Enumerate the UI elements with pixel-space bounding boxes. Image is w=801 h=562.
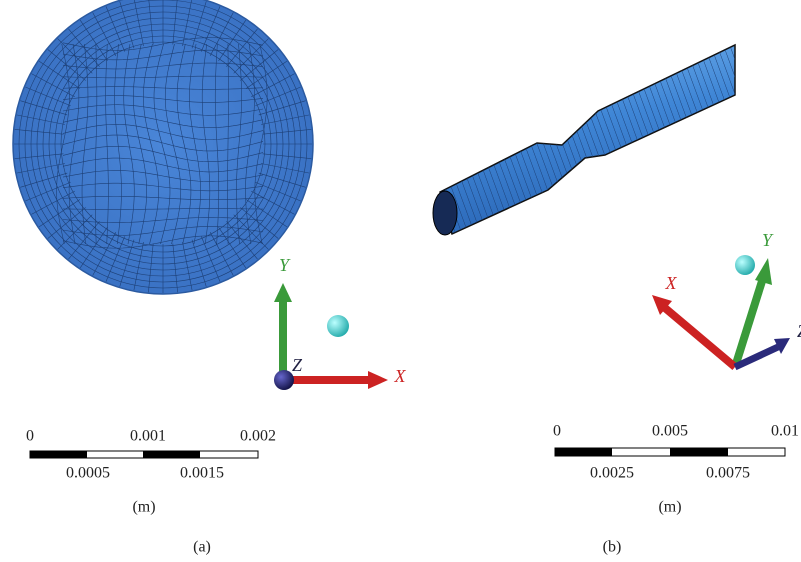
scale-label: 0.002 (240, 428, 276, 445)
caption: (b) (603, 539, 622, 556)
y-arrow-head (755, 258, 772, 285)
caption: (a) (193, 539, 211, 556)
scale-label: 0.0015 (180, 465, 224, 482)
y-arrow-head (274, 283, 292, 302)
scale-bar-b: 0 0.005 0.01 0.0025 0.0075 (m) (553, 423, 799, 516)
view-sphere (327, 315, 349, 337)
pipe-mesh (440, 45, 735, 234)
scale-segment (143, 451, 200, 458)
unit-label: (m) (132, 499, 155, 516)
y-label: Y (762, 230, 774, 250)
scale-segment (30, 451, 87, 458)
view-sphere (735, 255, 755, 275)
triad-a: Y X Z (274, 255, 407, 390)
y-label: Y (279, 255, 291, 275)
scale-label: 0.0075 (706, 465, 750, 482)
scale-segment (555, 448, 612, 456)
scale-label: 0.0005 (66, 465, 110, 482)
unit-label: (m) (658, 499, 681, 516)
x-arrow (665, 308, 735, 367)
z-label: Z (292, 355, 303, 375)
scale-label: 0 (553, 423, 561, 440)
scale-bar-a: 0 0.001 0.002 0.0005 0.0015 (m) (26, 428, 276, 516)
x-label: X (394, 366, 407, 386)
scale-label: 0.001 (130, 428, 166, 445)
scale-label: 0.005 (652, 423, 688, 440)
x-arrow-head (368, 371, 388, 389)
triad-b: Y X Z (652, 230, 801, 367)
scale-label: 0 (26, 428, 34, 445)
scale-segment (670, 448, 728, 456)
scale-label: 0.0025 (590, 465, 634, 482)
scale-label: 0.01 (771, 423, 799, 440)
figure: Y X Z Y X Z 0 0.001 0.002 0.0005 0.0015 … (0, 0, 801, 562)
pipe-inlet (433, 191, 457, 235)
x-label: X (665, 273, 678, 293)
mesh-line (734, 39, 756, 99)
z-label: Z (797, 321, 801, 341)
